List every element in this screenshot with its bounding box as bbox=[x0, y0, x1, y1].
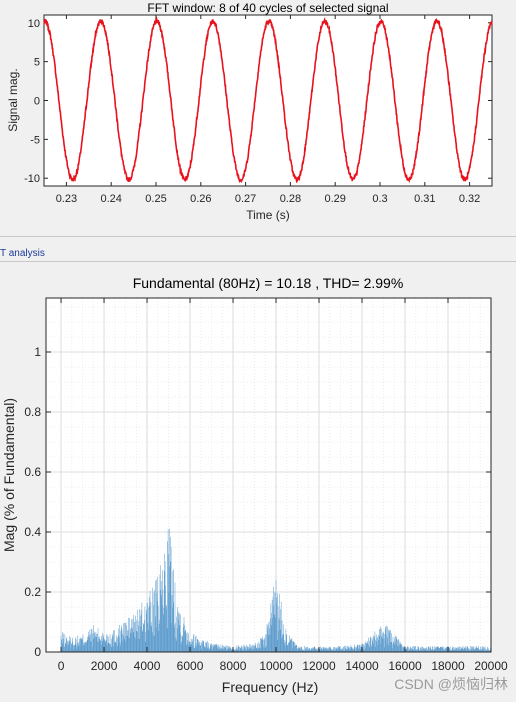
fft-y-tick-label: 0.6 bbox=[24, 465, 41, 479]
fft-y-tick-label: 0.8 bbox=[24, 405, 41, 419]
panel-separator bbox=[0, 236, 516, 237]
time-y-axis-label: Signal mag. bbox=[6, 68, 20, 131]
panel-separator bbox=[0, 261, 516, 262]
time-x-tick-label: 0.28 bbox=[280, 193, 301, 205]
fft-spectrum-bars bbox=[60, 528, 492, 652]
time-x-tick-label: 0.26 bbox=[190, 193, 211, 205]
time-x-tick-label: 0.32 bbox=[459, 193, 480, 205]
fft-x-tick-label: 6000 bbox=[177, 659, 204, 673]
time-signal-line bbox=[43, 16, 493, 184]
fft-y-tick-label: 0 bbox=[34, 645, 41, 659]
fft-y-tick-label: 0.4 bbox=[24, 525, 41, 539]
fft-plot-frame bbox=[45, 297, 492, 653]
time-axis-ticks: 0.23 0.24 0.25 0.26 0.27 0.28 0.29 0.3 0.31 0.32 -… bbox=[24, 15, 492, 205]
fft-x-tick-label: 16000 bbox=[388, 659, 422, 673]
time-y-tick-label: -10 bbox=[24, 173, 40, 185]
time-plot-title: FFT window: 8 of 40 cycles of selected s… bbox=[147, 1, 388, 15]
time-x-tick-label: 0.3 bbox=[372, 193, 387, 205]
fft-x-tick-label: 18000 bbox=[431, 659, 465, 673]
time-y-tick-label: -5 bbox=[30, 134, 40, 146]
time-x-tick-label: 0.24 bbox=[100, 193, 121, 205]
fft-spectrum-chart: Fundamental (80Hz) = 10.18 , THD= 2.99% … bbox=[1, 275, 508, 695]
fft-x-tick-label: 0 bbox=[58, 659, 65, 673]
time-y-tick-label: 5 bbox=[34, 57, 40, 69]
time-x-tick-label: 0.23 bbox=[56, 193, 77, 205]
fft-plot-area bbox=[45, 297, 492, 653]
time-x-tick-label: 0.27 bbox=[235, 193, 256, 205]
time-y-tick-label: 10 bbox=[28, 18, 40, 30]
time-plot-area bbox=[43, 14, 493, 187]
time-y-tick-label: 0 bbox=[34, 96, 40, 108]
fft-x-tick-label: 10000 bbox=[259, 659, 293, 673]
time-x-tick-label: 0.29 bbox=[324, 193, 345, 205]
fft-plot-title: Fundamental (80Hz) = 10.18 , THD= 2.99% bbox=[133, 275, 404, 291]
fft-y-tick-label: 1 bbox=[34, 345, 41, 359]
fft-y-axis-label: Mag (% of Fundamental) bbox=[1, 398, 17, 552]
fft-spectrum-bars-path bbox=[60, 528, 492, 652]
time-x-tick-label: 0.31 bbox=[414, 193, 435, 205]
fft-x-tick-label: 8000 bbox=[220, 659, 247, 673]
fft-x-tick-label: 14000 bbox=[345, 659, 379, 673]
watermark: CSDN @烦恼归林 bbox=[394, 676, 508, 692]
fft-x-tick-label: 2000 bbox=[91, 659, 118, 673]
fft-x-tick-label: 20000 bbox=[474, 659, 508, 673]
time-x-tick-label: 0.25 bbox=[145, 193, 166, 205]
fft-x-axis-label: Frequency (Hz) bbox=[222, 679, 318, 695]
fft-x-tick-label: 4000 bbox=[134, 659, 161, 673]
time-domain-chart: FFT window: 8 of 40 cycles of selected s… bbox=[6, 1, 493, 222]
fft-x-tick-label: 12000 bbox=[302, 659, 336, 673]
fft-axis-ticks: 0 2000 4000 6000 8000 10000 12000 14000 16000 180… bbox=[24, 297, 508, 673]
fft-analysis-panel-label: T analysis bbox=[0, 248, 45, 259]
time-x-axis-label: Time (s) bbox=[246, 208, 290, 222]
fft-y-tick-label: 0.2 bbox=[24, 585, 41, 599]
